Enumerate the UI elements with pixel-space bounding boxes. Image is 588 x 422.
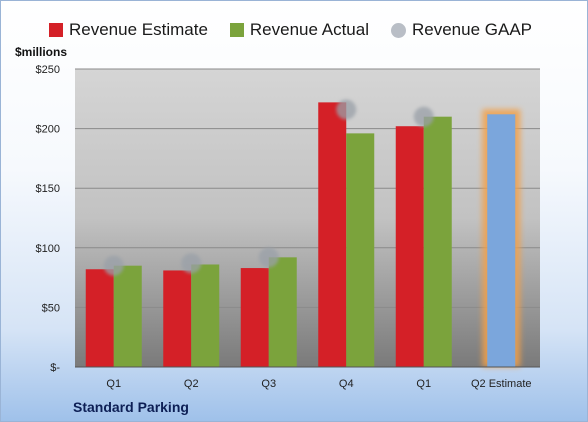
- legend-label-estimate: Revenue Estimate: [69, 20, 208, 39]
- bar-revenue-estimate: [163, 270, 192, 367]
- y-tick-label: $150: [36, 183, 60, 195]
- point-revenue-gaap: [336, 99, 357, 120]
- bar-revenue-estimate: [240, 268, 269, 367]
- y-tick-label: $100: [36, 243, 60, 255]
- point-revenue-gaap: [413, 106, 434, 127]
- legend-swatch-actual: [229, 23, 244, 37]
- x-tick-label: Q1: [106, 378, 121, 390]
- bar-revenue-estimate: [318, 102, 347, 367]
- y-tick-label: $250: [36, 64, 60, 76]
- bar-revenue-actual: [346, 133, 375, 367]
- y-axis-unit-label: $millions: [15, 45, 68, 59]
- x-tick-label: Q3: [261, 378, 276, 390]
- bar-revenue-estimate: [395, 126, 424, 367]
- x-tick-label: Q1: [416, 378, 431, 390]
- x-tick-label: Q4: [339, 378, 354, 390]
- legend-item-actual: Revenue Actual: [229, 20, 369, 40]
- plot-background: [75, 69, 540, 367]
- bar-q2-estimate: [487, 114, 516, 368]
- legend-marker-gaap: [391, 22, 406, 38]
- y-tick-label: $50: [42, 302, 60, 314]
- bar-revenue-actual: [113, 265, 142, 367]
- legend-item-gaap: Revenue GAAP: [391, 20, 532, 40]
- bar-revenue-actual: [268, 257, 297, 367]
- x-tick-label: Q2: [184, 378, 199, 390]
- bar-revenue-actual: [191, 264, 220, 367]
- bar-revenue-actual: [423, 116, 452, 368]
- legend-label-actual: Revenue Actual: [249, 20, 369, 39]
- legend: Revenue Estimate Revenue Actual Revenue …: [49, 17, 554, 43]
- x-tick-label: Q2 Estimate: [471, 378, 532, 390]
- bar-revenue-estimate: [85, 269, 114, 367]
- y-tick-label: $-: [50, 362, 60, 374]
- company-name: Standard Parking: [73, 399, 189, 415]
- point-revenue-gaap: [103, 255, 124, 276]
- point-revenue-gaap: [181, 253, 202, 274]
- y-tick-label: $200: [36, 124, 60, 136]
- legend-item-estimate: Revenue Estimate: [49, 20, 208, 40]
- legend-swatch-estimate: [49, 23, 63, 37]
- legend-label-gaap: Revenue GAAP: [412, 20, 533, 39]
- point-revenue-gaap: [258, 247, 279, 268]
